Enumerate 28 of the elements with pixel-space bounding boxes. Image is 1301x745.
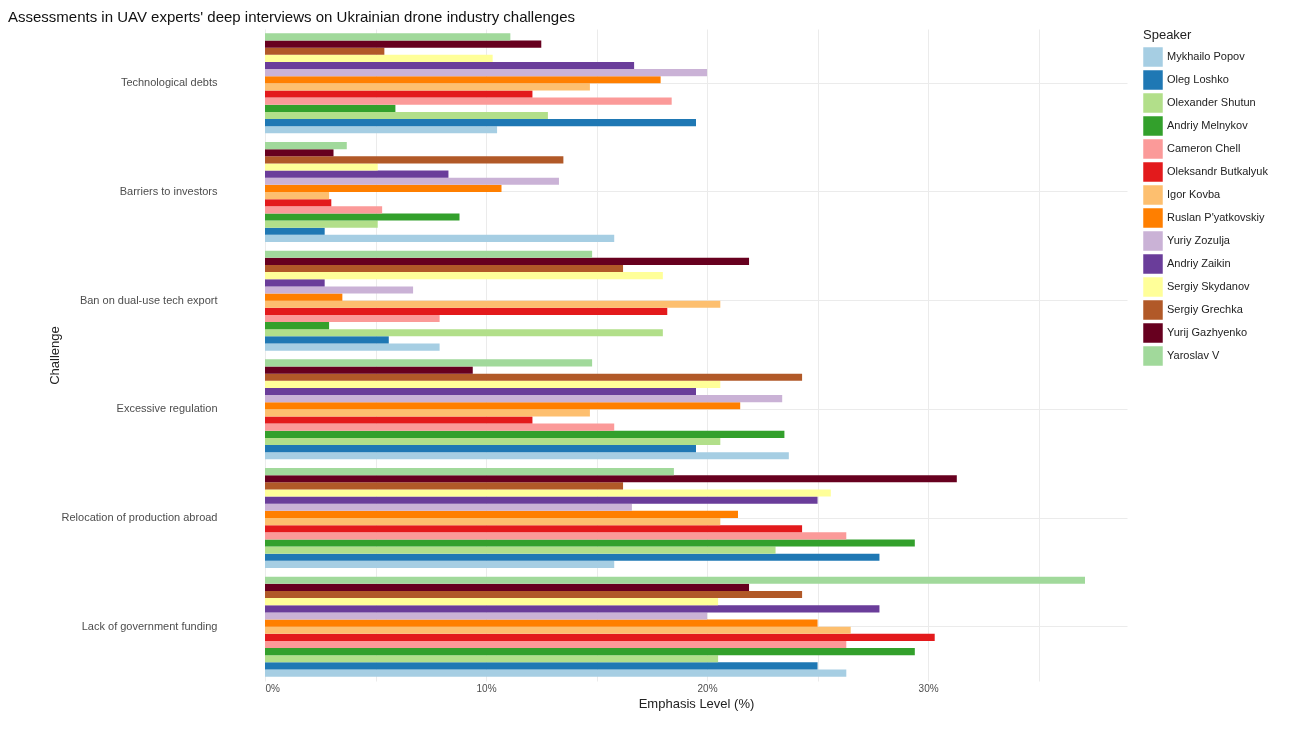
legend-label: Ruslan P'yatkovskiy: [1167, 211, 1265, 223]
y-tick-label: Relocation of production abroad: [61, 511, 218, 523]
legend-label: Yaroslav V: [1167, 349, 1221, 361]
legend-label: Oleksandr Butkalyuk: [1167, 165, 1269, 177]
x-axis-title: Emphasis Level (%): [638, 695, 755, 711]
legend-label: Oleg Loshko: [1167, 73, 1229, 85]
legend-label: Andriy Zaikin: [1167, 257, 1231, 269]
legend-label: Mykhailo Popov: [1167, 50, 1246, 62]
legend-label: Yuriy Zozulja: [1167, 234, 1231, 246]
x-tick-label: 0%: [265, 682, 281, 694]
y-tick-label: Excessive regulation: [116, 402, 218, 415]
legend-label: Olexander Shutun: [1167, 96, 1256, 108]
legend-label: Sergiy Grechka: [1167, 303, 1244, 315]
x-tick-label: 30%: [918, 682, 939, 694]
legend-label: Sergiy Skydanov: [1167, 280, 1251, 292]
legend-label: Yurij Gazhyenko: [1167, 326, 1248, 338]
legend-title: Speaker: [1143, 27, 1193, 42]
x-tick-label: 20%: [697, 682, 718, 694]
y-tick-label: Ban on dual-use tech export: [79, 293, 218, 306]
y-axis-title: Challenge: [46, 326, 62, 385]
legend-label: Igor Kovba: [1167, 188, 1222, 200]
legend-label: Andriy Melnykov: [1167, 119, 1249, 131]
chart-title: Assessments in UAV experts' deep interviews on Ukrainian drone industry challenges: [8, 8, 576, 25]
y-tick-label: Barriers to investors: [119, 185, 218, 197]
legend-label: Cameron Chell: [1167, 142, 1241, 154]
x-tick-label: 10%: [476, 682, 497, 694]
y-tick-label: Technological debts: [120, 76, 218, 89]
y-tick-label: Lack of government funding: [81, 619, 218, 632]
